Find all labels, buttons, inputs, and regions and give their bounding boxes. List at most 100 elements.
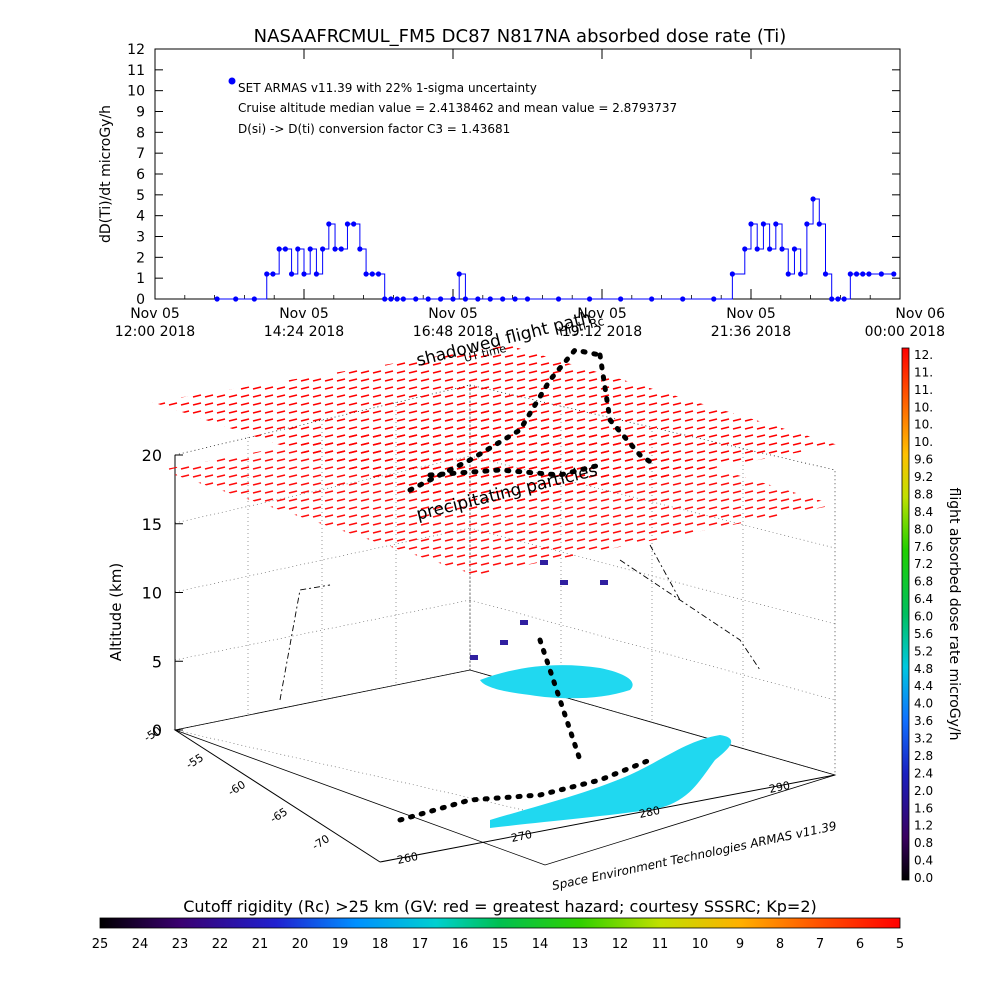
right-colorbar-tick-label: 6.8 [914,575,933,589]
bottom-colorbar-tick-label: 21 [252,937,269,952]
data-point [748,221,754,227]
bottom-colorbar-tick-label: 18 [372,937,389,952]
right-colorbar-tick-label: 0.8 [914,836,933,850]
right-colorbar-tick-label: 4.0 [914,697,933,711]
data-point [351,221,357,227]
data-point [853,271,860,277]
x-tick-label-time: 14:24 2018 [264,324,344,340]
right-colorbar: 12. 11. 11. 10. 10. 10. 9.6 9.2 8.8 8.4 8.0 7.6 7.2 6… [901,347,962,885]
x-tick-label-date: Nov 05 [130,306,180,322]
right-colorbar-tick-label: 0.0 [914,871,933,885]
data-point [301,271,307,277]
y-tick-label: 0 [136,292,145,308]
right-colorbar-tick-label: 2.8 [914,749,933,763]
data-point [264,271,270,277]
data-point [456,271,462,277]
right-colorbar-tick-label: 1.2 [914,819,933,833]
right-colorbar-tick-label: 3.6 [914,714,933,728]
data-point [649,296,655,302]
right-colorbar-tick-label: 8.8 [914,487,933,501]
right-colorbar-tick-label: 6.0 [914,610,933,624]
data-point [711,296,717,302]
data-point [288,271,295,277]
y-tick-label: 11 [127,63,145,79]
data-point [394,296,400,302]
x-tick-label-date: Nov 05 [279,306,329,322]
data-point [829,296,835,302]
data-point [462,296,469,302]
data-point [804,221,810,227]
map-base [173,669,837,866]
data-point [320,246,326,252]
z-axis-ticks: 0 5 10 15 20 [142,446,183,740]
data-point [680,296,686,302]
data-point [338,246,344,252]
bottom-colorbar-tick-label: 14 [532,937,549,952]
right-colorbar-tick-label: 2.4 [914,766,933,780]
right-colorbar-tick-label: 4.4 [914,679,933,693]
y-tick-label: 1 [136,271,145,287]
data-point [500,296,506,302]
bottom-colorbar-tick-label: 9 [736,937,744,952]
lat-tick-label: -65 [268,805,290,826]
bottom-colorbar-tick-label: 19 [332,937,349,952]
y-tick-label: 9 [136,105,145,121]
data-point [785,271,791,277]
data-point [382,296,388,302]
data-point [866,271,872,277]
data-point [425,296,431,302]
data-point [400,296,406,302]
data-point [847,271,853,277]
y-axis-label: dD(Ti)/dt microGy/h [98,105,114,243]
series-line [217,198,894,300]
right-colorbar-tick-label: 9.6 [914,453,933,467]
y-tick-label: 4 [136,209,145,225]
right-colorbar-tick-label: 5.2 [914,644,933,658]
right-colorbar-tick-label: 4.8 [914,662,933,676]
bottom-colorbar-tick-label: 24 [132,937,149,952]
x-tick-label-date: Nov 05 [428,306,478,322]
data-point [413,296,419,302]
z-tick-label: 0 [152,721,162,740]
bottom-colorbar-tick-label: 17 [412,937,429,952]
data-point [326,221,332,227]
y-tick-label: 3 [136,230,145,246]
bottom-colorbar-tick-label: 5 [896,937,904,952]
bottom-colorbar-tick-label: 11 [652,937,669,952]
data-point [276,246,282,252]
bottom-colorbar-tick-label: 23 [172,937,189,952]
bottom-colorbar-tick-label: 20 [292,937,309,952]
z-tick-label: 5 [152,652,162,671]
data-point [891,271,897,277]
right-colorbar-tick-label: 6.4 [914,592,933,606]
y-tick-label: 12 [127,42,145,58]
right-colorbar-tick-label: 3.2 [914,732,933,746]
right-colorbar-tick-label: 0.4 [914,854,933,868]
right-colorbar-tick-label: 5.6 [914,627,933,641]
right-colorbar-tick-label: 7.2 [914,557,933,571]
data-point [878,271,884,277]
bottom-colorbar-ticks: 25 24 23 22 21 20 19 18 17 16 15 14 13 12 11 10 9 8 7 6 5 [92,937,904,952]
data-point [618,296,624,302]
data-point [270,271,276,277]
data-point [295,246,301,252]
bottom-colorbar-tick-label: 25 [92,937,109,952]
lon-tick-label: 260 [396,850,419,867]
data-point [841,296,847,302]
data-point [742,246,748,252]
legend-marker [228,77,236,85]
bottom-colorbar-gradient [99,917,901,929]
x-tick-label-time: 16:48 2018 [413,324,493,340]
data-point [798,271,804,277]
data-point [332,246,338,252]
data-point [512,296,518,302]
data-point [282,246,288,252]
x-tick-label-date: Nov 05 [726,306,776,322]
data-point [860,271,866,277]
right-colorbar-tick-label: 8.0 [914,522,933,536]
bottom-colorbar-tick-label: 22 [212,937,229,952]
right-colorbar-tick-label: 10. [914,400,933,414]
